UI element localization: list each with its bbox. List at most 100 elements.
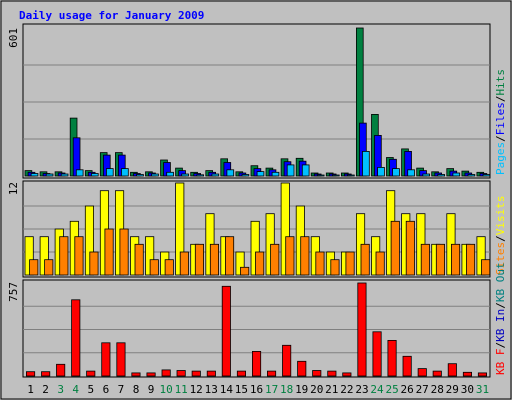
bar-kbf-9 <box>146 372 156 377</box>
bar-sites-11 <box>179 251 189 276</box>
bar-pages-20 <box>316 174 325 177</box>
bar-sites-18 <box>285 236 295 276</box>
bar-kbf-28 <box>432 370 442 377</box>
bar-visits-31 <box>476 236 486 276</box>
bar-sites-17 <box>270 243 280 276</box>
bar-sites-20 <box>315 251 325 276</box>
bar-kbf-7 <box>116 342 126 377</box>
bar-pages-13 <box>211 173 220 177</box>
legend-kbf: KB F <box>494 349 507 376</box>
bar-sites-30 <box>465 243 476 276</box>
bar-kbf-21 <box>327 370 337 377</box>
bar-sites-7 <box>119 228 129 276</box>
bar-pages-3 <box>60 173 69 177</box>
x-tick-label: 26 <box>400 383 413 396</box>
x-tick-label: 30 <box>461 383 474 396</box>
bar-sites-9 <box>149 259 159 276</box>
x-tick-label: 29 <box>446 383 459 396</box>
bar-pages-26 <box>407 169 415 177</box>
legend-sep-2: / <box>494 96 507 103</box>
x-tick-label: 5 <box>87 383 94 396</box>
bar-sites-25 <box>390 220 400 276</box>
x-tick-label: 31 <box>476 383 489 396</box>
legend-files: Files <box>494 102 507 135</box>
bar-visits-1 <box>24 236 34 276</box>
bar-kbf-17 <box>266 370 277 377</box>
bar-kbf-25 <box>387 339 397 377</box>
bar-sites-14 <box>224 236 235 276</box>
bar-kbf-23 <box>357 282 367 377</box>
x-tick-label: 1 <box>27 383 34 396</box>
bar-kbf-10 <box>161 369 171 377</box>
bar-pages-6 <box>106 168 114 177</box>
bar-kbf-2 <box>41 371 51 377</box>
bar-kbf-27 <box>417 368 427 377</box>
bar-pages-8 <box>136 174 144 177</box>
x-tick-label: 21 <box>325 383 338 396</box>
bar-pages-29 <box>452 172 461 177</box>
bar-pages-21 <box>331 174 340 177</box>
legend-pages: Pages <box>494 142 507 175</box>
x-axis-labels: 1 2 3 4 5 6 7 8 9 10 11 12 13 14 15 16 17 18 19 20 21 22 23 24 2… <box>27 383 489 396</box>
bar-pages-16 <box>256 171 265 177</box>
bar-sites-13 <box>209 243 220 276</box>
x-tick-label: 6 <box>103 383 110 396</box>
bar-pages-10 <box>166 171 174 177</box>
bar-sites-1 <box>29 259 39 276</box>
bar-sites-2 <box>44 259 54 276</box>
bar-visits-9 <box>145 236 155 276</box>
panel-kbytes-frame <box>22 279 491 378</box>
bar-kbf-19 <box>297 360 307 377</box>
bar-sites-3 <box>59 236 69 276</box>
x-tick-label: 28 <box>431 383 444 396</box>
bar-pages-7 <box>121 168 129 177</box>
chart-title: Daily usage for January 2009 <box>19 9 204 22</box>
bar-kbf-26 <box>402 355 412 377</box>
bar-kbf-30 <box>462 371 472 377</box>
bar-sites-6 <box>104 228 114 276</box>
bar-pages-15 <box>241 174 250 177</box>
x-tick-label: 12 <box>190 383 203 396</box>
bar-sites-31 <box>481 259 491 276</box>
bar-pages-18 <box>286 164 295 177</box>
legend-visits: Sites/Visits <box>494 196 507 276</box>
bar-pages-27 <box>422 173 430 177</box>
legend-sites: Sites <box>494 242 507 275</box>
x-tick-label: 9 <box>148 383 155 396</box>
bar-sites-24 <box>375 251 385 276</box>
legend-visits-label: Visits <box>494 196 507 236</box>
x-tick-label: 16 <box>250 383 263 396</box>
bar-sites-28 <box>435 243 445 276</box>
legend-sep-1: / <box>494 135 507 142</box>
bar-kbf-31 <box>477 372 487 377</box>
panel-kbytes-ymax: 757 <box>7 282 20 302</box>
bar-pages-30 <box>467 174 476 177</box>
bar-visits-15 <box>235 251 245 276</box>
bar-sites-10 <box>164 259 174 276</box>
bar-sites-16 <box>255 251 265 276</box>
bar-kbf-1 <box>25 371 36 377</box>
bar-kbf-16 <box>251 350 262 377</box>
bar-kbf-4 <box>71 299 81 377</box>
bar-pages-25 <box>392 168 400 177</box>
x-tick-label: 19 <box>295 383 308 396</box>
bar-pages-9 <box>151 173 159 177</box>
bar-kbf-5 <box>86 370 96 377</box>
x-tick-label: 3 <box>57 383 64 396</box>
x-tick-label: 23 <box>355 383 368 396</box>
bar-pages-22 <box>347 174 355 177</box>
bar-sites-15 <box>240 266 250 276</box>
bar-pages-14 <box>226 169 235 177</box>
panel-visits-ymax: 12 <box>7 182 20 195</box>
legend-hits: Pages/Files/Hits <box>494 69 507 175</box>
legend-sep-5: / <box>494 302 507 309</box>
x-tick-label: 7 <box>118 383 125 396</box>
x-tick-label: 24 <box>370 383 384 396</box>
bar-kbf-18 <box>282 344 292 377</box>
bar-kbf-22 <box>342 372 352 377</box>
bar-pages-28 <box>437 174 445 177</box>
bar-visits-18 <box>280 182 290 276</box>
bar-sites-5 <box>89 251 99 276</box>
x-tick-label: 25 <box>385 383 398 396</box>
bar-pages-5 <box>91 173 99 177</box>
